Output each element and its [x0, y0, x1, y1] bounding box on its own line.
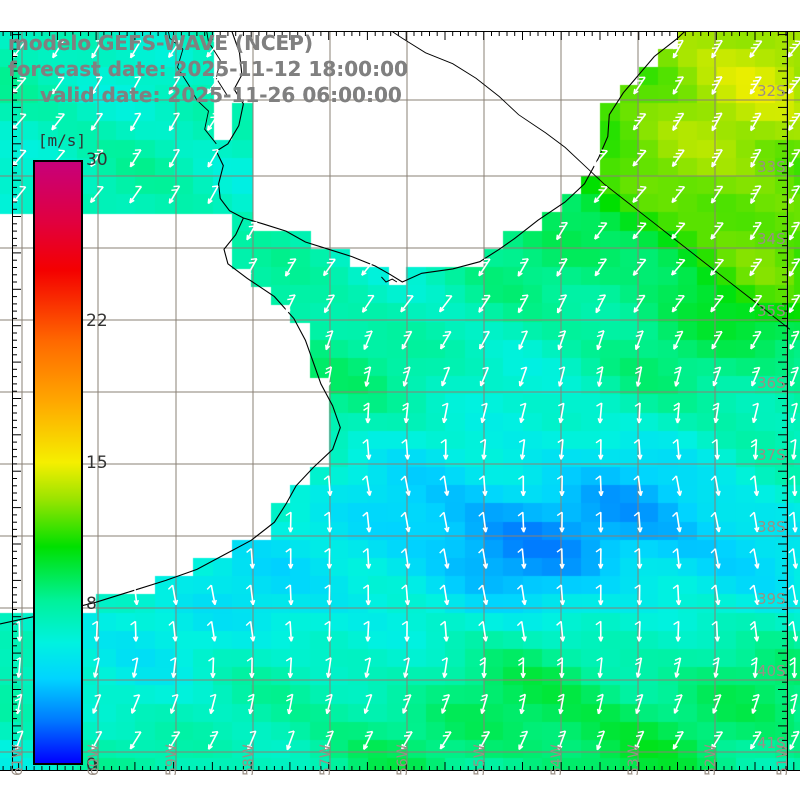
lon-label-57W: 57W: [318, 744, 334, 776]
lat-label-38S: 38S: [757, 518, 786, 536]
lon-label-52W: 52W: [703, 744, 719, 776]
lat-label-41S: 41S: [757, 734, 786, 752]
lat-label-36S: 36S: [757, 374, 786, 392]
colorbar[interactable]: [33, 160, 83, 765]
lat-label-33S: 33S: [757, 158, 786, 176]
colorbar-unit-label: [m/s]: [37, 131, 87, 150]
lat-label-34S: 34S: [757, 230, 786, 248]
lat-label-35S: 35S: [757, 302, 786, 320]
lon-label-60W: 60W: [86, 744, 102, 776]
lat-label-32S: 32S: [757, 82, 786, 100]
lon-label-56W: 56W: [395, 744, 411, 776]
colorbar-tick-15: 15: [86, 452, 108, 473]
lat-label-40S: 40S: [757, 662, 786, 680]
lon-label-58W: 58W: [241, 744, 257, 776]
colorbar-tick-0: 0: [86, 755, 97, 775]
lat-label-39S: 39S: [757, 590, 786, 608]
lon-label-53W: 53W: [626, 744, 642, 776]
colorbar-tick-30: 30: [86, 150, 108, 170]
coastline-overlay: [0, 31, 791, 625]
colorbar-tick-8: 8: [86, 593, 97, 614]
lat-label-37S: 37S: [757, 446, 786, 464]
colorbar-tick-22: 22: [86, 311, 108, 332]
lon-label-55W: 55W: [472, 744, 488, 776]
axis-top: [0, 31, 800, 32]
lon-label-59W: 59W: [164, 744, 180, 776]
lon-label-61W: 61W: [10, 744, 26, 776]
lon-label-51W: 51W: [775, 744, 791, 776]
lat-lon-gridlines: [0, 31, 800, 771]
axis-right: [787, 31, 788, 771]
lon-label-54W: 54W: [549, 744, 565, 776]
colorbar-gradient: [33, 160, 83, 765]
axis-left: [12, 31, 13, 771]
axis-bottom: [0, 770, 800, 771]
map-plot-area[interactable]: [0, 31, 800, 771]
